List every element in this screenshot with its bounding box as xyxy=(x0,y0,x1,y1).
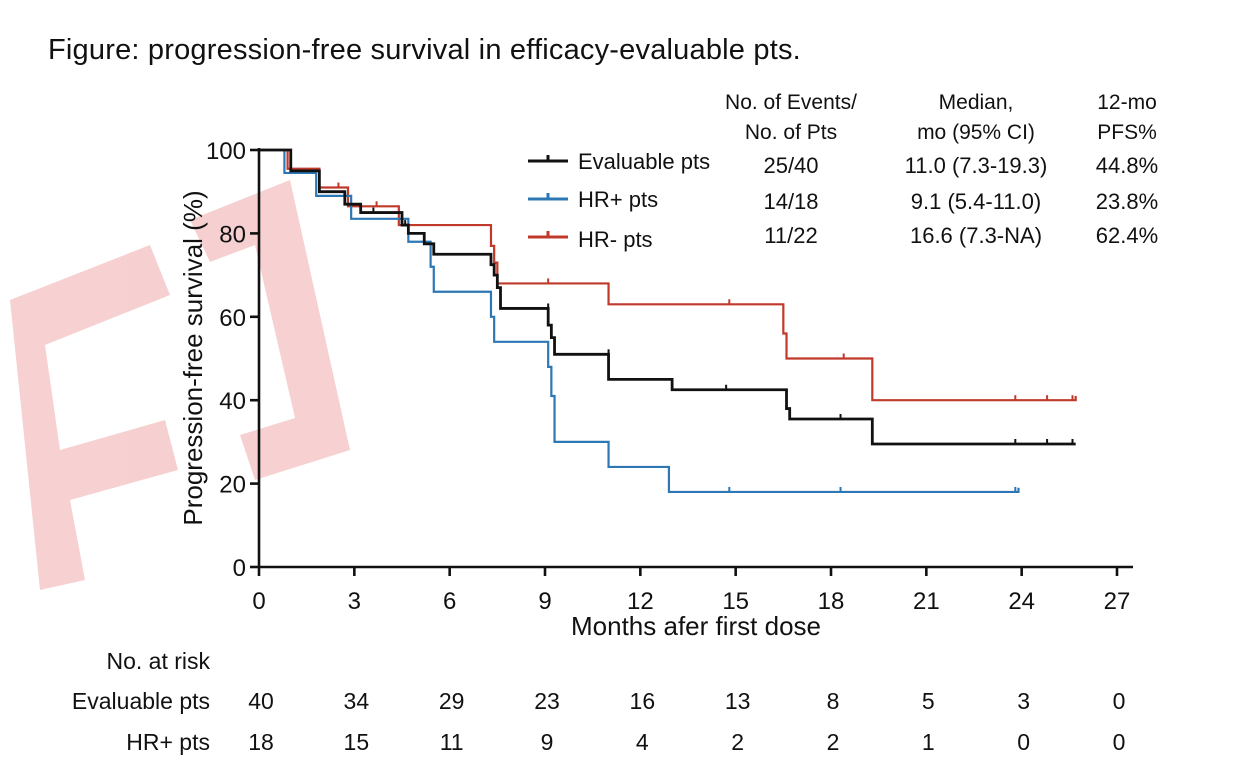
risk-evaluable-t12: 16 xyxy=(630,688,656,714)
y-tick-label-80: 80 xyxy=(219,221,246,248)
risk-hrneg-t21: 4 xyxy=(922,770,935,772)
x-tick-label-21: 21 xyxy=(913,588,940,615)
x-tick-label-24: 24 xyxy=(1008,588,1035,615)
legend-table-header: No. of Events/ No. of Pts Median, mo (95… xyxy=(725,91,1157,144)
y-ticks: 0 20 40 60 80 100 xyxy=(206,138,259,582)
pfs12-hrneg: 62.4% xyxy=(1096,223,1158,248)
risk-hrneg-t12: 12 xyxy=(630,770,656,772)
risk-evaluable-t0: 40 xyxy=(248,688,274,714)
x-tick-label-0: 0 xyxy=(252,588,265,615)
y-tick-label-0: 0 xyxy=(233,555,246,582)
survival-curves xyxy=(259,148,1077,494)
y-tick-label-100: 100 xyxy=(206,138,246,165)
risk-evaluable-t27: 0 xyxy=(1113,688,1126,714)
risk-table-header: No. at risk xyxy=(106,648,210,674)
risk-row-label-hrpos: HR+ pts xyxy=(126,729,210,755)
risk-evaluable-t21: 5 xyxy=(922,688,935,714)
risk-evaluable-t15: 13 xyxy=(725,688,751,714)
x-tick-label-6: 6 xyxy=(443,588,456,615)
pfs12-hrpos: 23.8% xyxy=(1096,189,1158,214)
median-evaluable: 11.0 (7.3-19.3) xyxy=(905,153,1048,178)
y-tick-label-60: 60 xyxy=(219,305,246,332)
events-header-line1: No. of Events/ xyxy=(725,91,857,114)
risk-evaluable-t3: 34 xyxy=(344,688,370,714)
risk-hrpos-t15: 2 xyxy=(731,729,744,755)
risk-table: No. at risk Evaluable pts 40 34 29 23 16 13 8 5 3… xyxy=(72,648,1125,772)
risk-hrpos-t24: 0 xyxy=(1017,729,1030,755)
risk-hrpos-t6: 11 xyxy=(440,729,464,755)
risk-evaluable-t24: 3 xyxy=(1017,688,1030,714)
axes: 0 20 40 60 80 100 0 3 6 9 12 15 18 21 24 27 xyxy=(206,138,1133,615)
x-tick-label-9: 9 xyxy=(538,588,551,615)
y-tick-label-20: 20 xyxy=(219,472,246,499)
risk-hrpos-t9: 9 xyxy=(541,729,554,755)
risk-hrneg-t9: 14 xyxy=(534,770,560,772)
x-tick-label-15: 15 xyxy=(722,588,749,615)
risk-hrneg-t24: 3 xyxy=(1017,770,1030,772)
events-evaluable: 25/40 xyxy=(763,153,818,178)
risk-row-label-hrneg: HR- pts xyxy=(132,770,210,772)
median-header-line1: Median, xyxy=(939,91,1014,114)
risk-evaluable-t6: 29 xyxy=(439,688,465,714)
pfs12-header-line2: PFS% xyxy=(1097,121,1157,144)
risk-evaluable-t9: 23 xyxy=(534,688,560,714)
events-header-line2: No. of Pts xyxy=(745,121,837,144)
series-hrneg xyxy=(259,148,1077,402)
risk-row-label-evaluable: Evaluable pts xyxy=(72,688,210,714)
risk-hrneg-t3: 19 xyxy=(344,770,370,772)
risk-hrpos-t12: 4 xyxy=(636,729,649,755)
risk-hrpos-t21: 1 xyxy=(922,729,935,755)
pfs12-header-line1: 12-mo xyxy=(1097,91,1157,114)
risk-hrneg-t18: 6 xyxy=(827,770,840,772)
x-tick-label-27: 27 xyxy=(1104,588,1131,615)
x-tick-label-18: 18 xyxy=(818,588,845,615)
curve-evaluable xyxy=(259,148,1076,446)
risk-hrneg-t27: 0 xyxy=(1113,770,1126,772)
x-ticks: 0 3 6 9 12 15 18 21 24 27 xyxy=(252,567,1130,615)
legend-label-hrneg: HR- pts xyxy=(578,227,653,252)
risk-hrpos-t3: 15 xyxy=(344,729,370,755)
series-evaluable xyxy=(259,148,1076,446)
legend-row-evaluable: Evaluable pts 25/40 11.0 (7.3-19.3) 44.8… xyxy=(528,149,1158,178)
risk-hrneg-t15: 11 xyxy=(726,770,750,772)
median-header-line2: mo (95% CI) xyxy=(917,121,1035,144)
risk-hrpos-t18: 2 xyxy=(827,729,840,755)
risk-hrpos-t27: 0 xyxy=(1113,729,1126,755)
risk-evaluable-t18: 8 xyxy=(827,688,840,714)
x-tick-label-3: 3 xyxy=(348,588,361,615)
median-hrneg: 16.6 (7.3-NA) xyxy=(910,223,1042,248)
y-tick-label-40: 40 xyxy=(219,388,246,415)
legend-label-hrpos: HR+ pts xyxy=(578,187,658,212)
curve-hrneg xyxy=(259,148,1077,402)
events-hrneg: 11/22 xyxy=(764,223,817,248)
y-axis-title: Progression-free survival (%) xyxy=(178,190,208,525)
events-hrpos: 14/18 xyxy=(763,189,818,214)
risk-hrpos-t0: 18 xyxy=(248,729,274,755)
figure-title: Figure: progression-free survival in eff… xyxy=(48,34,801,66)
median-hrpos: 9.1 (5.4-11.0) xyxy=(911,189,1041,214)
legend: Evaluable pts 25/40 11.0 (7.3-19.3) 44.8… xyxy=(528,149,1158,252)
pfs12-evaluable: 44.8% xyxy=(1096,153,1158,178)
risk-hrneg-t6: 18 xyxy=(439,770,465,772)
x-tick-label-12: 12 xyxy=(627,588,654,615)
risk-hrneg-t0: 22 xyxy=(248,770,274,772)
x-axis-title: Months afer first dose xyxy=(571,611,821,641)
legend-row-hrpos: HR+ pts 14/18 9.1 (5.4-11.0) 23.8% xyxy=(528,187,1158,214)
legend-row-hrneg: HR- pts 11/22 16.6 (7.3-NA) 62.4% xyxy=(528,223,1158,252)
legend-label-evaluable: Evaluable pts xyxy=(578,149,710,174)
